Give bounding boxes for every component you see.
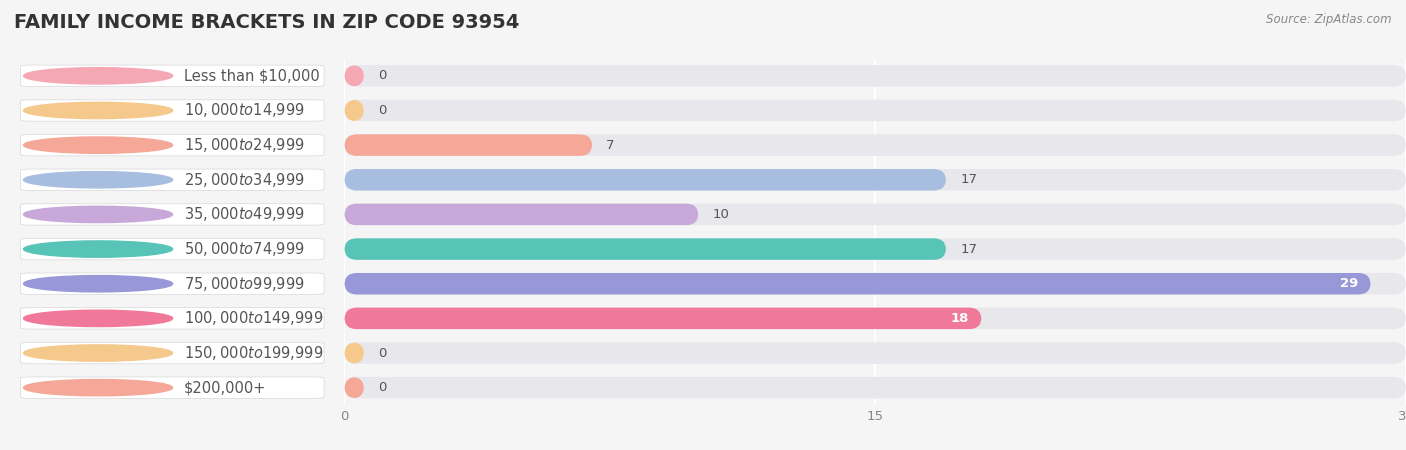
Text: Less than $10,000: Less than $10,000 <box>184 68 319 83</box>
FancyBboxPatch shape <box>20 308 323 329</box>
FancyBboxPatch shape <box>344 273 1406 294</box>
FancyBboxPatch shape <box>344 308 1406 329</box>
FancyBboxPatch shape <box>20 238 323 260</box>
FancyBboxPatch shape <box>344 100 364 121</box>
FancyBboxPatch shape <box>20 377 323 398</box>
FancyBboxPatch shape <box>344 65 364 86</box>
FancyBboxPatch shape <box>344 377 1406 398</box>
Text: $100,000 to $149,999: $100,000 to $149,999 <box>184 310 323 328</box>
Text: $200,000+: $200,000+ <box>184 380 266 395</box>
Text: 18: 18 <box>950 312 969 325</box>
Circle shape <box>24 379 173 396</box>
Text: 17: 17 <box>960 243 977 256</box>
FancyBboxPatch shape <box>344 238 946 260</box>
Text: 0: 0 <box>378 104 387 117</box>
FancyBboxPatch shape <box>344 308 981 329</box>
Circle shape <box>24 310 173 327</box>
Circle shape <box>24 275 173 292</box>
Text: 0: 0 <box>378 381 387 394</box>
Text: 7: 7 <box>606 139 614 152</box>
Circle shape <box>24 171 173 188</box>
FancyBboxPatch shape <box>20 273 323 294</box>
Text: $150,000 to $199,999: $150,000 to $199,999 <box>184 344 323 362</box>
Text: 0: 0 <box>378 346 387 360</box>
Text: Source: ZipAtlas.com: Source: ZipAtlas.com <box>1267 14 1392 27</box>
FancyBboxPatch shape <box>344 238 1406 260</box>
Circle shape <box>24 137 173 153</box>
FancyBboxPatch shape <box>344 135 1406 156</box>
Text: 0: 0 <box>378 69 387 82</box>
Text: FAMILY INCOME BRACKETS IN ZIP CODE 93954: FAMILY INCOME BRACKETS IN ZIP CODE 93954 <box>14 14 519 32</box>
FancyBboxPatch shape <box>344 169 1406 190</box>
Text: 17: 17 <box>960 173 977 186</box>
FancyBboxPatch shape <box>20 65 323 86</box>
Circle shape <box>24 206 173 223</box>
Text: $75,000 to $99,999: $75,000 to $99,999 <box>184 274 305 293</box>
Text: 10: 10 <box>713 208 730 221</box>
Text: $15,000 to $24,999: $15,000 to $24,999 <box>184 136 305 154</box>
FancyBboxPatch shape <box>344 377 364 398</box>
FancyBboxPatch shape <box>20 204 323 225</box>
Circle shape <box>24 68 173 84</box>
FancyBboxPatch shape <box>344 169 946 190</box>
FancyBboxPatch shape <box>344 342 1406 364</box>
Text: $10,000 to $14,999: $10,000 to $14,999 <box>184 102 305 120</box>
Circle shape <box>24 241 173 257</box>
Text: $35,000 to $49,999: $35,000 to $49,999 <box>184 205 305 224</box>
FancyBboxPatch shape <box>20 169 323 190</box>
FancyBboxPatch shape <box>344 273 1371 294</box>
FancyBboxPatch shape <box>20 342 323 364</box>
Circle shape <box>24 345 173 361</box>
FancyBboxPatch shape <box>344 342 364 364</box>
Circle shape <box>24 102 173 119</box>
FancyBboxPatch shape <box>344 204 1406 225</box>
FancyBboxPatch shape <box>344 65 1406 86</box>
FancyBboxPatch shape <box>20 135 323 156</box>
FancyBboxPatch shape <box>344 100 1406 121</box>
FancyBboxPatch shape <box>20 100 323 121</box>
Text: $25,000 to $34,999: $25,000 to $34,999 <box>184 171 305 189</box>
FancyBboxPatch shape <box>344 135 592 156</box>
Text: $50,000 to $74,999: $50,000 to $74,999 <box>184 240 305 258</box>
FancyBboxPatch shape <box>344 204 699 225</box>
Text: 29: 29 <box>1340 277 1358 290</box>
